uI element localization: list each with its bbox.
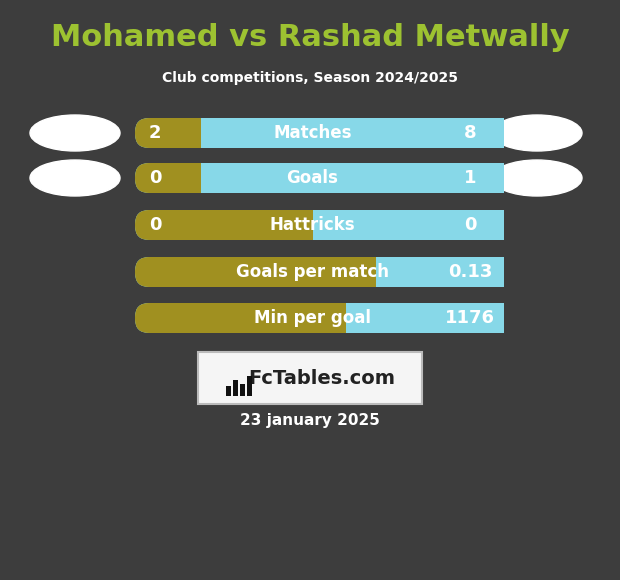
FancyBboxPatch shape [462,257,490,287]
FancyBboxPatch shape [198,352,422,404]
Text: 1176: 1176 [445,309,495,327]
FancyBboxPatch shape [135,118,490,148]
FancyBboxPatch shape [135,303,490,333]
Text: 2: 2 [149,124,161,142]
Text: Goals: Goals [286,169,339,187]
Ellipse shape [492,115,582,151]
Text: 0: 0 [464,216,476,234]
Text: 0: 0 [149,169,161,187]
Bar [233,380,238,396]
Text: 0.13: 0.13 [448,263,492,281]
Text: Matches: Matches [273,124,352,142]
Ellipse shape [30,160,120,196]
Ellipse shape [492,160,582,196]
FancyBboxPatch shape [135,118,490,148]
Bar [312,210,504,240]
Text: Club competitions, Season 2024/2025: Club competitions, Season 2024/2025 [162,71,458,85]
FancyBboxPatch shape [135,303,490,333]
Bar [201,118,504,148]
Bar [226,386,231,396]
Text: Min per goal: Min per goal [254,309,371,327]
Bar [240,384,245,396]
Text: 1: 1 [464,169,476,187]
Ellipse shape [30,115,120,151]
FancyBboxPatch shape [135,257,490,287]
Text: Hattricks: Hattricks [270,216,355,234]
Text: FcTables.com: FcTables.com [249,368,396,387]
Bar [201,163,504,193]
FancyBboxPatch shape [135,163,490,193]
FancyBboxPatch shape [462,303,490,333]
Text: 23 january 2025: 23 january 2025 [240,412,380,427]
FancyBboxPatch shape [462,118,490,148]
FancyBboxPatch shape [135,257,490,287]
FancyBboxPatch shape [462,210,490,240]
FancyBboxPatch shape [135,210,490,240]
FancyBboxPatch shape [135,163,490,193]
FancyBboxPatch shape [462,163,490,193]
Text: Goals per match: Goals per match [236,263,389,281]
Bar [346,303,504,333]
FancyBboxPatch shape [135,210,490,240]
Text: 8: 8 [464,124,476,142]
Bar [247,376,252,396]
Text: 0: 0 [149,216,161,234]
Bar [376,257,504,287]
Text: Mohamed vs Rashad Metwally: Mohamed vs Rashad Metwally [51,24,569,53]
